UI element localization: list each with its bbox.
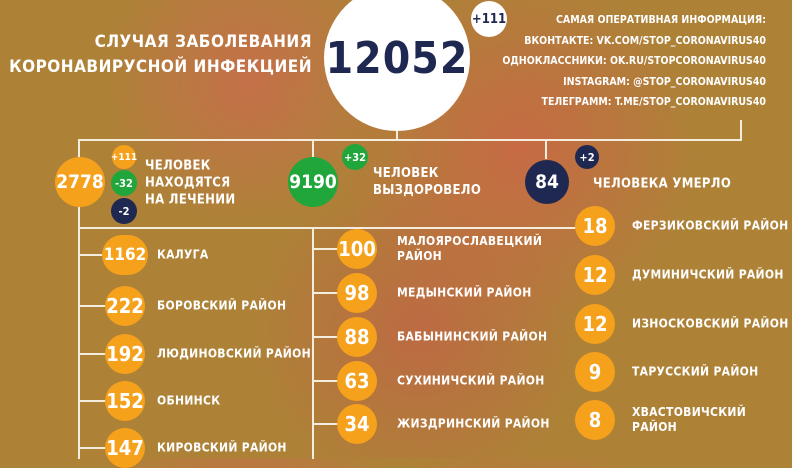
info-block: САМАЯ ОПЕРАТИВНАЯ ИНФОРМАЦИЯ: ВКОНТАКТЕ:…: [502, 10, 766, 113]
total-cases: 12052: [325, 32, 469, 84]
district-count: 222: [106, 294, 144, 318]
connector-line: [313, 380, 357, 382]
district-count-circle: 12: [575, 304, 615, 344]
treatment-recovered-badge: -32: [111, 170, 137, 196]
treatment-new-badge: +111: [110, 145, 138, 169]
district-name: КАЛУГА: [157, 247, 209, 262]
district-count-circle: 98: [337, 273, 377, 313]
treatment-circle: 2778: [55, 157, 105, 207]
treatment-label: ЧЕЛОВЕК НАХОДЯТСЯ НА ЛЕЧЕНИИ: [145, 158, 235, 209]
treatment-value: 2778: [56, 171, 104, 193]
recovered-delta-badge: +32: [342, 144, 368, 170]
connector-line: [740, 120, 742, 141]
connector-line: [313, 248, 357, 250]
district-name: ИЗНОСКОВСКИЙ РАЙОН: [632, 316, 789, 331]
district-count: 12: [582, 312, 608, 336]
info-vk: ВКОНТАКТЕ: VK.COM/STOP_CORONAVIRUS40: [524, 34, 766, 47]
connector-line: [78, 227, 578, 229]
connector-line: [313, 423, 357, 425]
district-name: ДУМИНИЧСКИЙ РАЙОН: [632, 267, 784, 282]
district-count: 34: [344, 412, 370, 436]
district-count-circle: 222: [105, 286, 145, 326]
district-count-circle: 9: [575, 352, 615, 392]
total-delta: +111: [471, 11, 507, 27]
badge-text: +111: [110, 151, 138, 163]
label-line: ЧЕЛОВЕК: [145, 158, 211, 174]
district-count: 1162: [103, 245, 147, 265]
district-name: БАБЫНИНСКИЙ РАЙОН: [397, 329, 548, 344]
district-count: 100: [338, 237, 376, 261]
district-count-circle: 88: [337, 317, 377, 357]
died-delta-badge: +2: [575, 145, 599, 169]
district-name: ТАРУССКИЙ РАЙОН: [632, 364, 759, 379]
label-line: НА ЛЕЧЕНИИ: [145, 192, 236, 208]
connector-line: [312, 139, 314, 159]
district-count: 147: [106, 436, 144, 460]
connector-line: [312, 227, 314, 459]
district-count-circle: 100: [337, 229, 377, 269]
district-count-circle: 147: [105, 428, 145, 468]
died-label: ЧЕЛОВЕКА УМЕРЛО: [593, 176, 732, 192]
title-line: СЛУЧАЯ ЗАБОЛЕВАНИЯ: [94, 32, 312, 52]
district-count: 98: [344, 281, 370, 305]
district-count: 12: [582, 263, 608, 287]
district-count-circle: 18: [575, 206, 615, 246]
connector-line: [78, 139, 80, 459]
recovered-circle: 9190: [288, 157, 338, 207]
label-line: ЧЕЛОВЕК: [373, 166, 439, 181]
district-count: 88: [344, 325, 370, 349]
connector-line: [545, 139, 547, 159]
died-circle: 84: [525, 160, 569, 204]
connector-line: [79, 447, 125, 449]
district-count: 192: [106, 342, 144, 366]
connector-line: [78, 139, 742, 141]
district-count: 8: [588, 408, 602, 432]
district-count-circle: 12: [575, 255, 615, 295]
connector-line: [313, 292, 357, 294]
district-name: БОРОВСКИЙ РАЙОН: [157, 298, 287, 313]
district-count-circle: 34: [337, 404, 377, 444]
district-name: МАЛОЯРОСЛАВЕЦКИЙ РАЙОН: [397, 234, 543, 263]
district-name: ЖИЗДРИНСКИЙ РАЙОН: [397, 416, 550, 431]
district-name: МЕДЫНСКИЙ РАЙОН: [397, 285, 532, 300]
info-instagram: INSTAGRAM: @STOP_CORONAVIRUS40: [563, 75, 766, 88]
connector-line: [313, 336, 357, 338]
district-name: ОБНИНСК: [157, 393, 221, 408]
district-name: ЛЮДИНОВСКИЙ РАЙОН: [157, 346, 311, 361]
connector-line: [396, 128, 398, 141]
total-cases-circle: 12052: [324, 0, 470, 131]
district-name: ХВАСТОВИЧСКИЙ РАЙОН: [632, 405, 747, 434]
badge-text: -32: [115, 176, 133, 190]
info-ok: ОДНОКЛАССНИКИ: OK.RU/STOPCORONAVIRUS40: [502, 55, 766, 67]
page-title: СЛУЧАЯ ЗАБОЛЕВАНИЯ КОРОНАВИРУСНОЙ ИНФЕКЦ…: [9, 30, 312, 80]
died-value: 84: [535, 171, 559, 193]
badge-text: +32: [343, 150, 367, 164]
district-name: СУХИНИЧСКИЙ РАЙОН: [397, 373, 545, 388]
district-count-circle: 152: [105, 381, 145, 421]
connector-line: [79, 305, 125, 307]
label-line: НАХОДЯТСЯ: [145, 175, 231, 191]
district-name: КИРОВСКИЙ РАЙОН: [157, 440, 287, 455]
district-count: 63: [344, 369, 370, 393]
district-count-circle: 192: [105, 334, 145, 374]
info-heading: САМАЯ ОПЕРАТИВНАЯ ИНФОРМАЦИЯ:: [555, 14, 766, 26]
district-count: 9: [588, 360, 602, 384]
info-telegram: ТЕЛЕГРАММ: T.ME/STOP_CORONAVIRUS40: [541, 96, 766, 108]
recovered-label: ЧЕЛОВЕК ВЫЗДОРОВЕЛО: [373, 165, 481, 199]
district-count-circle: 1162: [102, 235, 148, 275]
badge-text: +2: [579, 150, 595, 164]
connector-line: [79, 353, 125, 355]
connector-line: [79, 400, 125, 402]
title-line: КОРОНАВИРУСНОЙ ИНФЕКЦИЕЙ: [9, 57, 312, 77]
recovered-value: 9190: [289, 171, 337, 193]
label-line: ВЫЗДОРОВЕЛО: [373, 183, 482, 198]
total-delta-circle: +111: [471, 1, 507, 37]
district-count-circle: 8: [575, 400, 615, 440]
badge-text: -2: [118, 204, 130, 218]
district-count-circle: 63: [337, 361, 377, 401]
district-name: ФЕРЗИКОВСКИЙ РАЙОН: [632, 218, 789, 233]
district-count: 18: [582, 214, 608, 238]
treatment-died-badge: -2: [111, 198, 137, 224]
district-count: 152: [106, 389, 144, 413]
